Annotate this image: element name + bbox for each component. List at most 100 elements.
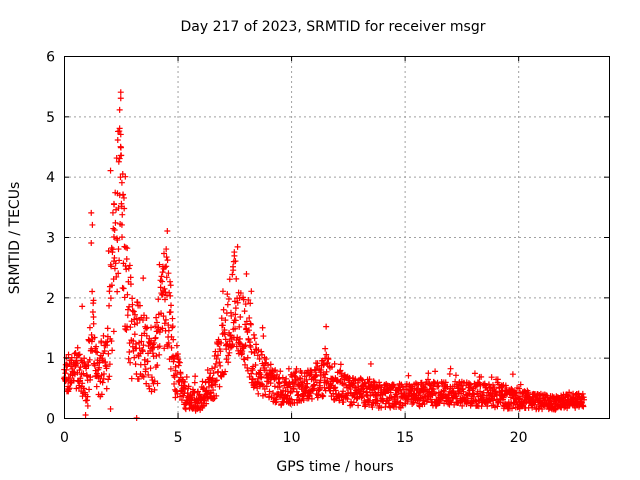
data-point <box>163 254 170 261</box>
data-point <box>308 395 315 402</box>
data-point <box>110 258 117 265</box>
data-point <box>446 371 453 378</box>
data-point <box>359 377 366 384</box>
data-point <box>76 367 83 374</box>
data-point <box>169 324 176 331</box>
data-point <box>73 385 80 392</box>
data-point <box>93 383 100 390</box>
data-point <box>95 374 102 381</box>
data-point <box>114 136 121 143</box>
x-tick-label: 5 <box>174 430 183 446</box>
data-point <box>210 396 217 403</box>
data-point <box>581 396 588 403</box>
data-point <box>116 257 123 264</box>
data-point <box>216 383 223 390</box>
data-point <box>426 381 433 388</box>
data-point <box>233 275 240 282</box>
data-point <box>222 368 229 375</box>
data-point <box>232 317 239 324</box>
data-point <box>86 386 93 393</box>
data-point <box>210 387 217 394</box>
data-point <box>165 339 172 346</box>
data-point <box>154 380 161 387</box>
data-point <box>111 226 118 233</box>
data-point <box>130 308 137 315</box>
data-point <box>234 243 241 250</box>
data-point <box>156 343 163 350</box>
data-point <box>107 405 114 412</box>
data-point <box>245 296 252 303</box>
data-point <box>350 380 357 387</box>
data-point <box>189 392 196 399</box>
data-point <box>88 240 95 247</box>
data-point <box>336 397 343 404</box>
data-point <box>99 379 106 386</box>
data-point <box>516 385 523 392</box>
data-point <box>105 376 112 383</box>
data-point <box>175 358 182 365</box>
data-point <box>258 373 265 380</box>
data-point <box>259 324 266 331</box>
data-point <box>112 219 119 226</box>
data-point <box>91 334 98 341</box>
data-point <box>564 393 571 400</box>
data-point <box>212 348 219 355</box>
data-point <box>120 194 127 201</box>
data-point <box>66 385 73 392</box>
data-point <box>130 337 137 344</box>
data-point <box>110 328 117 335</box>
data-point <box>159 278 166 285</box>
data-point <box>114 288 121 295</box>
data-point <box>230 267 237 274</box>
x-axis-label: GPS time / hours <box>276 459 393 475</box>
data-point <box>108 282 115 289</box>
data-point <box>139 317 146 324</box>
data-point <box>331 360 338 367</box>
data-point <box>109 209 116 216</box>
data-point <box>517 381 524 388</box>
data-point <box>111 265 118 272</box>
data-point <box>308 369 315 376</box>
data-point <box>218 315 225 322</box>
data-point <box>263 356 270 363</box>
data-point <box>80 385 87 392</box>
data-point <box>92 348 99 355</box>
data-point <box>203 400 210 407</box>
data-point <box>224 291 231 298</box>
data-point <box>314 360 321 367</box>
data-point <box>236 335 243 342</box>
data-point <box>167 278 174 285</box>
grid-lines <box>64 56 609 418</box>
data-point <box>579 390 586 397</box>
data-point <box>270 390 277 397</box>
data-point <box>430 385 437 392</box>
data-point <box>66 375 73 382</box>
data-point <box>225 295 232 302</box>
data-point <box>208 382 215 389</box>
data-point <box>65 351 72 358</box>
data-point <box>215 352 221 359</box>
data-point <box>258 348 265 355</box>
data-point <box>435 382 442 389</box>
data-point <box>136 302 143 309</box>
data-point <box>123 326 130 333</box>
data-point <box>110 234 117 240</box>
data-point <box>98 338 105 345</box>
data-point <box>124 245 131 252</box>
data-point <box>145 371 152 378</box>
data-point <box>135 375 142 382</box>
data-point <box>510 400 517 407</box>
data-point <box>147 365 154 372</box>
data-point <box>159 269 166 276</box>
data-point <box>98 391 105 398</box>
data-point <box>323 323 330 330</box>
data-point <box>79 303 86 310</box>
data-point <box>182 386 189 393</box>
data-point <box>88 331 95 338</box>
data-point <box>244 364 251 371</box>
data-point <box>320 362 327 369</box>
data-point <box>222 317 229 324</box>
data-point <box>192 373 199 380</box>
data-point <box>117 144 124 151</box>
data-point <box>210 370 217 377</box>
